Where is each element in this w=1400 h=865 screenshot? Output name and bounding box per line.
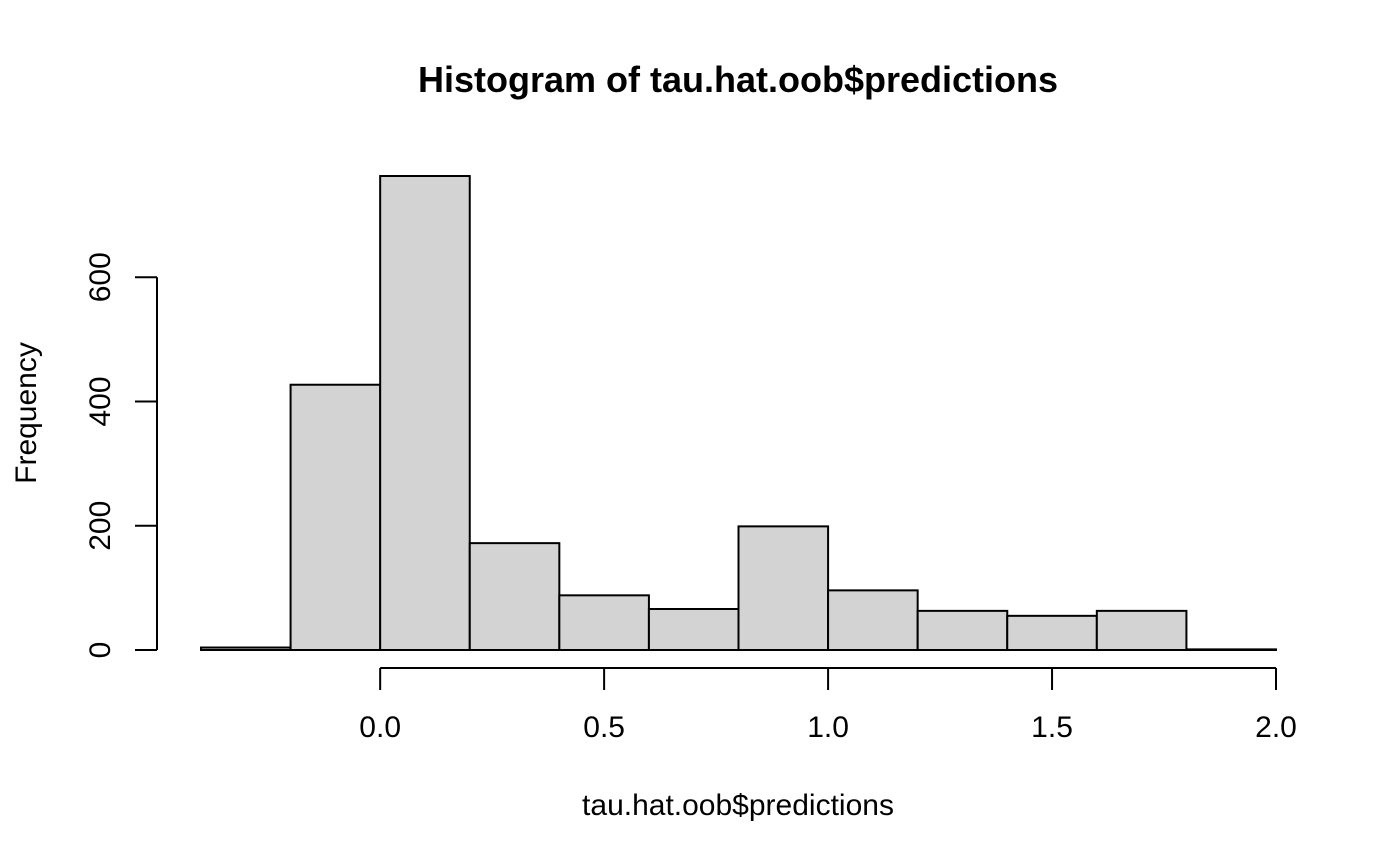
- histogram-bar: [200, 646, 292, 652]
- x-axis-label: tau.hat.oob$predictions: [582, 789, 894, 822]
- histogram-bar: [1006, 614, 1098, 651]
- histogram-bar: [558, 594, 650, 652]
- histogram-bar: [916, 609, 1009, 651]
- x-tick-label: 1.0: [807, 711, 849, 744]
- histogram-bar: [1185, 648, 1277, 652]
- histogram-bar: [468, 542, 561, 651]
- x-tick-label: 0.0: [359, 711, 401, 744]
- histogram-bar: [379, 175, 471, 651]
- y-tick-label: 0: [84, 642, 117, 659]
- x-tick-label: 2.0: [1255, 711, 1297, 744]
- x-tick-label: 0.5: [583, 711, 625, 744]
- histogram-bar: [1095, 609, 1188, 651]
- histogram-bar: [737, 525, 830, 651]
- y-axis-label: Frequency: [10, 342, 43, 484]
- histogram-bar: [827, 589, 919, 652]
- x-tick-label: 1.5: [1031, 711, 1073, 744]
- bars-group: [200, 175, 1277, 652]
- histogram-bar: [647, 607, 740, 652]
- histogram-bar: [289, 383, 382, 651]
- y-axis: 0 200 400 600: [84, 252, 158, 659]
- y-tick-label: 600: [84, 252, 117, 302]
- y-tick-label: 400: [84, 376, 117, 426]
- chart-title: Histogram of tau.hat.oob$predictions: [418, 59, 1058, 100]
- x-axis: 0.0 0.5 1.0 1.5 2.0: [359, 667, 1297, 744]
- y-tick-label: 200: [84, 501, 117, 551]
